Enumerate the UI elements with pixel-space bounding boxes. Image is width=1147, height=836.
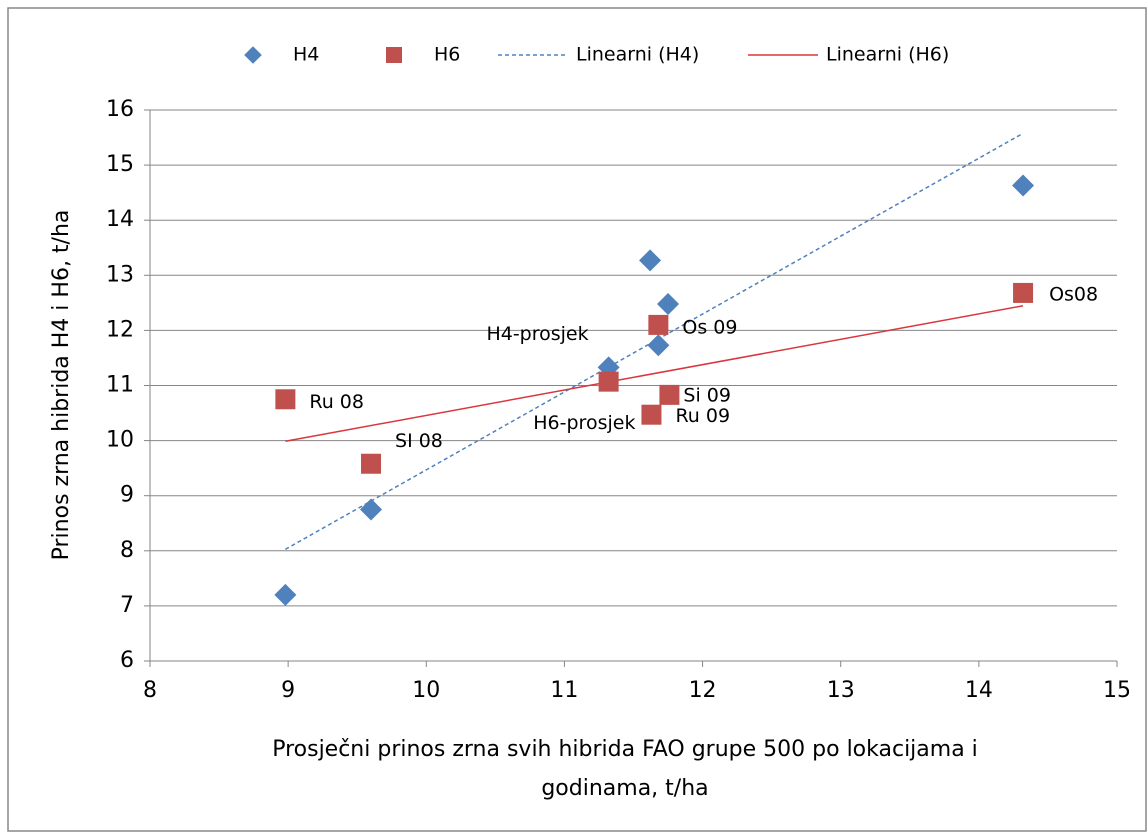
x-tick-label: 9 [281, 678, 295, 703]
chart-frame [7, 7, 1147, 832]
y-tick-label: 16 [106, 97, 134, 122]
point [641, 404, 662, 425]
trendline [285, 305, 1024, 443]
legend-label: H4 [293, 44, 319, 66]
y-tick-label: 10 [106, 428, 134, 453]
point-label: Ru 09 [675, 405, 730, 427]
y-tick-label: 9 [120, 483, 134, 508]
point [361, 453, 382, 474]
y-tick-label: 14 [106, 207, 134, 232]
point [274, 583, 297, 606]
point [659, 384, 680, 405]
x-axis-title: Prosječni prinos zrna svih hibrida FAO g… [272, 737, 978, 762]
point-label: H4-prosjek [486, 323, 588, 345]
y-axis-title: Prinos zrna hibrida H4 i H6, t/ha [49, 210, 74, 561]
point-label: H6-prosjek [533, 412, 635, 434]
x-axis-title: godinama, t/ha [541, 776, 708, 801]
y-tick-label: 8 [120, 538, 134, 563]
x-tick-label: 8 [143, 678, 157, 703]
point [1013, 282, 1034, 303]
legend-marker [386, 47, 402, 63]
point [639, 249, 662, 272]
legend-label: Linearni (H6) [826, 44, 949, 66]
y-tick-label: 13 [106, 262, 134, 287]
x-tick-label: 15 [1103, 678, 1131, 703]
legend-label: H6 [434, 44, 460, 66]
point-label: SI 08 [395, 430, 443, 452]
point [1012, 174, 1035, 197]
y-tick-label: 7 [120, 593, 134, 618]
x-tick-label: 14 [965, 678, 993, 703]
x-tick-label: 11 [550, 678, 578, 703]
point [657, 292, 680, 315]
legend-label: Linearni (H4) [576, 44, 699, 66]
x-tick-label: 10 [412, 678, 440, 703]
point [275, 389, 296, 410]
point [360, 498, 383, 521]
y-tick-label: 6 [120, 648, 134, 673]
y-tick-label: 11 [106, 373, 134, 398]
y-tick-label: 15 [106, 152, 134, 177]
point-label: Os 09 [682, 316, 737, 338]
y-tick-label: 12 [106, 317, 134, 342]
x-tick-label: 13 [827, 678, 855, 703]
point-label: Si 09 [683, 384, 731, 406]
x-tick-label: 12 [689, 678, 717, 703]
point-label: Ru 08 [309, 391, 364, 413]
point [648, 314, 669, 335]
point [647, 334, 670, 357]
point [598, 371, 619, 392]
point-label: Os08 [1049, 283, 1098, 305]
